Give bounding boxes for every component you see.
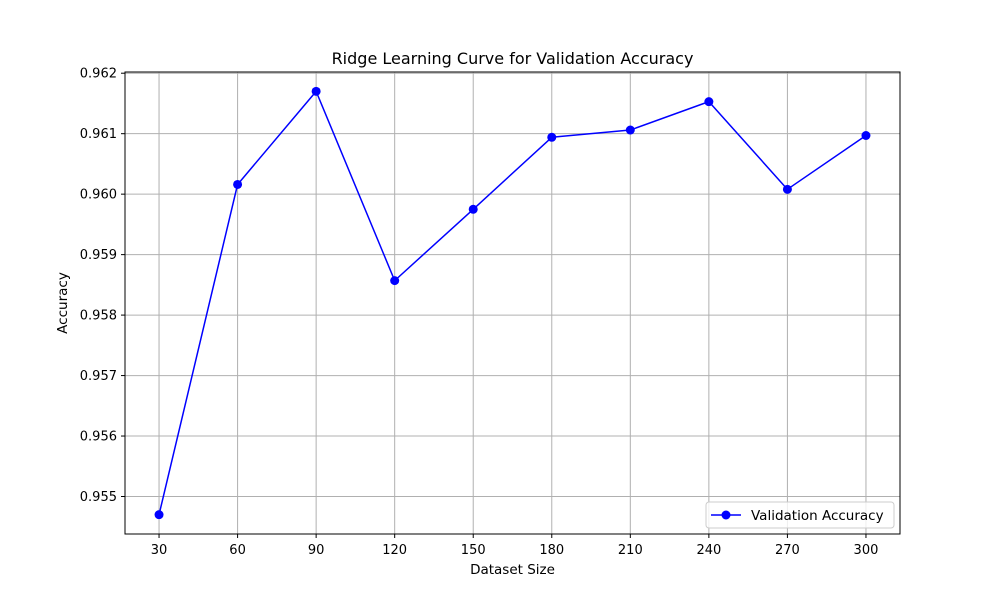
data-point [233, 179, 243, 189]
y-tick-label: 0.961 [80, 127, 117, 142]
plot-area-frame [124, 71, 901, 535]
data-point [154, 510, 164, 520]
series-layer [154, 86, 871, 520]
x-tick-label: 180 [539, 543, 564, 558]
x-tick-label: 240 [696, 543, 721, 558]
data-point [468, 204, 478, 214]
series-line [158, 90, 867, 515]
chart-title: Ridge Learning Curve for Validation Accu… [332, 49, 694, 68]
x-tick-label: 120 [382, 543, 407, 558]
data-point [704, 97, 714, 107]
data-point [390, 276, 400, 286]
data-point [625, 125, 635, 135]
legend-label: Validation Accuracy [751, 508, 884, 524]
y-tick-label: 0.959 [80, 248, 117, 263]
x-tick-label: 150 [461, 543, 486, 558]
axis-ticks: 30 60 90 120 150 180 210 240 270 300 0.955 0.956 0.9… [80, 67, 879, 558]
y-tick-label: 0.957 [80, 369, 117, 384]
x-tick-label: 60 [229, 543, 246, 558]
y-tick-label: 0.955 [80, 490, 117, 505]
y-tick-label: 0.958 [80, 309, 117, 324]
legend-marker-sample [721, 510, 731, 520]
data-point [782, 184, 792, 194]
legend: Validation Accuracy [705, 501, 895, 529]
y-tick-label: 0.962 [80, 67, 117, 82]
y-tick-label: 0.956 [80, 430, 117, 445]
x-tick-label: 90 [308, 543, 325, 558]
legend-box [705, 501, 895, 529]
data-point [547, 132, 557, 142]
x-tick-label: 210 [618, 543, 643, 558]
x-axis-label: Dataset Size [470, 562, 555, 578]
x-tick-label: 270 [775, 543, 800, 558]
data-point [311, 86, 321, 96]
x-tick-label: 300 [854, 543, 879, 558]
grid-lines [125, 72, 900, 534]
data-point [861, 130, 871, 140]
y-tick-label: 0.960 [80, 188, 117, 203]
y-axis-label: Accuracy [55, 272, 71, 334]
x-tick-label: 30 [151, 543, 168, 558]
